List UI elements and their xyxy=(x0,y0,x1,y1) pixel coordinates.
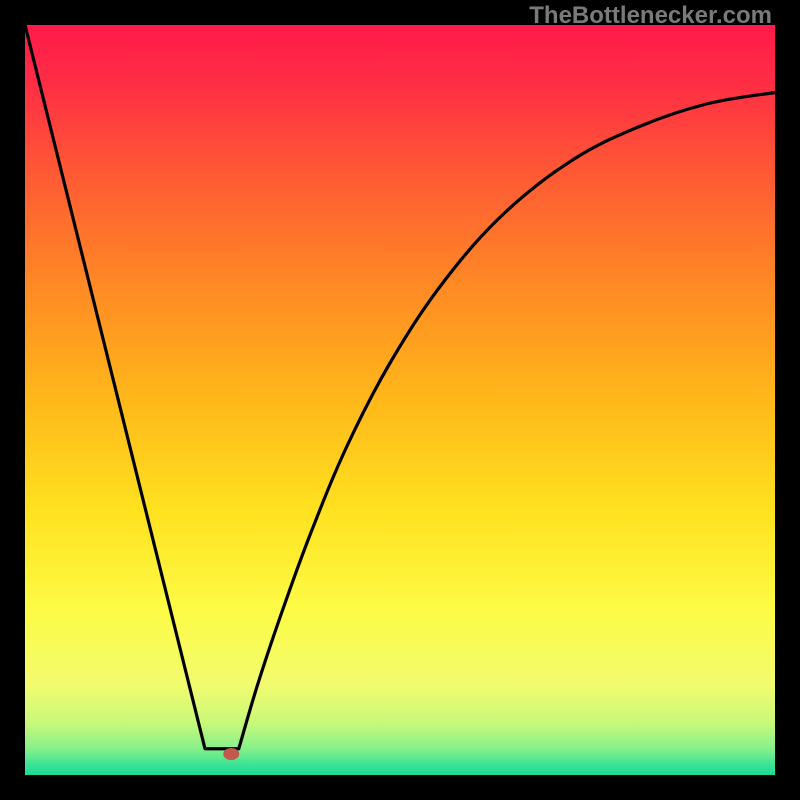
watermark-text: TheBottlenecker.com xyxy=(529,2,772,30)
heatmap-plot xyxy=(25,25,775,775)
